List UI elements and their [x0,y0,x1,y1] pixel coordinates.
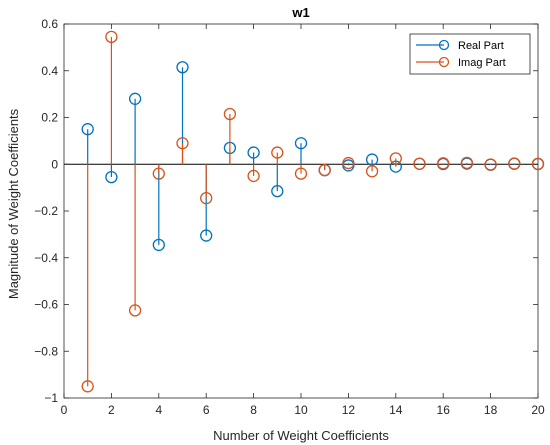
imag-part-marker [128,304,142,317]
y-tick-label: −0.8 [34,344,58,358]
imag-part-marker [508,157,521,170]
x-tick-label: 8 [250,403,257,417]
plot-area [63,23,539,399]
x-tick-label: 6 [203,403,210,417]
x-axis-label: Number of Weight Coefficients [213,428,389,443]
imag-part-marker [484,158,497,171]
x-tick-label: 18 [484,403,498,417]
y-tick-label: −0.2 [34,204,58,218]
real-part-marker [128,92,142,105]
y-tick-label: 0 [51,157,58,171]
x-tick-label: 14 [389,403,403,417]
y-tick-label: −0.6 [34,298,58,312]
legend: Real Part Imag Part [409,33,531,75]
real-part-marker [152,238,165,252]
y-tick-label: −0.4 [34,251,58,265]
y-tick-label: 0.4 [41,64,58,78]
imag-part-marker [247,169,260,183]
real-part-marker [200,229,213,242]
legend-real-part-marker [438,39,450,51]
y-tick-label: 0.2 [41,111,58,125]
y-tick-label: 0.6 [41,17,58,31]
imag-part-marker [460,156,474,169]
real-part-marker [294,137,308,150]
real-part-marker [247,146,260,159]
imag-part-marker [176,137,189,150]
imag-part-marker [318,163,331,177]
imag-part-marker [152,167,165,180]
imag-part-marker [81,380,94,393]
imag-part-marker [437,157,450,170]
real-part-marker [176,61,189,74]
y-tick-label: −1 [44,391,58,405]
imag-part-marker [223,107,237,121]
legend-imag-part-label: Imag Part [458,57,506,69]
ticks-layer: 0 2 4 6 8 10 12 14 16 18 20 −1 −0.8 −0.6 −0.4 −0.2 0 0.2 0… [34,17,545,417]
imag-part-marker [294,167,308,180]
imag-part-marker [342,156,355,170]
real-part-marker [81,123,94,136]
legend-box [409,33,531,75]
real-part-marker [271,184,284,198]
imag-part-marker [531,157,545,170]
axes-layer [63,23,539,399]
x-tick-label: 10 [294,403,308,417]
x-tick-label: 4 [155,403,162,417]
imag-part-marker [365,165,379,178]
imag-part-marker [413,157,426,170]
imag-part-marker [105,30,118,44]
x-tick-label: 20 [531,403,545,417]
x-tick-label: 12 [342,403,356,417]
real-part-marker [105,170,118,184]
x-tick-label: 16 [437,403,451,417]
legend-real-part-label: Real Part [458,40,504,52]
imag-part-marker [200,191,213,205]
imag-part-marker [389,152,402,165]
y-axis-label: Magnitude of Weight Coefficients [6,108,21,299]
stems-layer [81,30,545,393]
chart-title: w1 [291,5,309,20]
legend-imag-part-marker [438,56,450,68]
imag-part-marker [271,146,284,159]
x-tick-label: 2 [108,403,115,417]
x-tick-label: 0 [61,403,68,417]
